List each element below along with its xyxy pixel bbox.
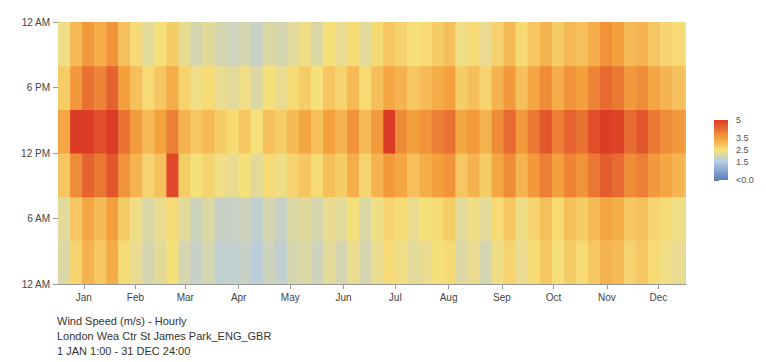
svg-text:Apr: Apr [231,292,247,303]
svg-text:Jun: Jun [336,292,352,303]
svg-text:Mar: Mar [177,292,195,303]
svg-text:12 PM: 12 PM [21,148,50,159]
svg-text:1 JAN 1:00 - 31 DEC 24:00: 1 JAN 1:00 - 31 DEC 24:00 [57,345,190,357]
svg-text:6 AM: 6 AM [27,213,50,224]
svg-text:Nov: Nov [598,292,616,303]
svg-text:May: May [281,292,300,303]
svg-text:Sep: Sep [493,292,511,303]
svg-text:<0.0: <0.0 [736,175,754,185]
svg-text:6 PM: 6 PM [27,82,50,93]
svg-text:Jan: Jan [76,292,92,303]
svg-text:3.5: 3.5 [736,133,749,143]
svg-text:Aug: Aug [440,292,458,303]
svg-text:Feb: Feb [127,292,145,303]
svg-text:1.5: 1.5 [736,157,749,167]
svg-text:12 AM: 12 AM [22,17,50,28]
svg-text:London Wea Ctr St James Park_E: London Wea Ctr St James Park_ENG_GBR [57,330,271,342]
svg-text:2.5: 2.5 [736,145,749,155]
svg-text:Jul: Jul [389,292,402,303]
svg-text:5: 5 [736,115,741,125]
svg-text:12 AM: 12 AM [22,279,50,290]
svg-text:Dec: Dec [650,292,668,303]
svg-text:Wind Speed (m/s) - Hourly: Wind Speed (m/s) - Hourly [57,315,187,327]
svg-text:Oct: Oct [546,292,562,303]
